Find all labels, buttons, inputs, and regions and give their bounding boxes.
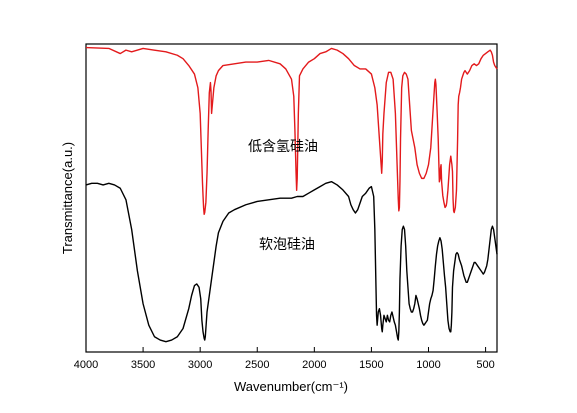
series-layer [85, 46, 498, 343]
series-annotation-soft-foam-silicone-oil: 软泡硅油 [259, 237, 315, 253]
x-tick-label-2000: 2000 [302, 359, 326, 371]
series-annotation-low-hydrogen-silicone-oil: 低含氢硅油 [248, 139, 318, 155]
series-line-1 [85, 180, 498, 343]
x-axis-title: Wavenumber(cm⁻¹) [234, 379, 348, 394]
plot-frame [85, 43, 498, 353]
ticks-layer: 4000 3500 3000 2500 2000 1500 1000 500 [74, 347, 495, 371]
x-tick-label-1500: 1500 [359, 359, 383, 371]
x-tick-label-3000: 3000 [188, 359, 212, 371]
series-line-0 [85, 46, 498, 215]
x-tick-label-2500: 2500 [245, 359, 269, 371]
x-tick-label-1000: 1000 [416, 359, 440, 371]
y-axis-title: Transmittance(a.u.) [60, 142, 75, 254]
x-tick-label-3500: 3500 [131, 359, 155, 371]
x-tick-label-500: 500 [476, 359, 494, 371]
x-tick-label-4000: 4000 [74, 359, 98, 371]
